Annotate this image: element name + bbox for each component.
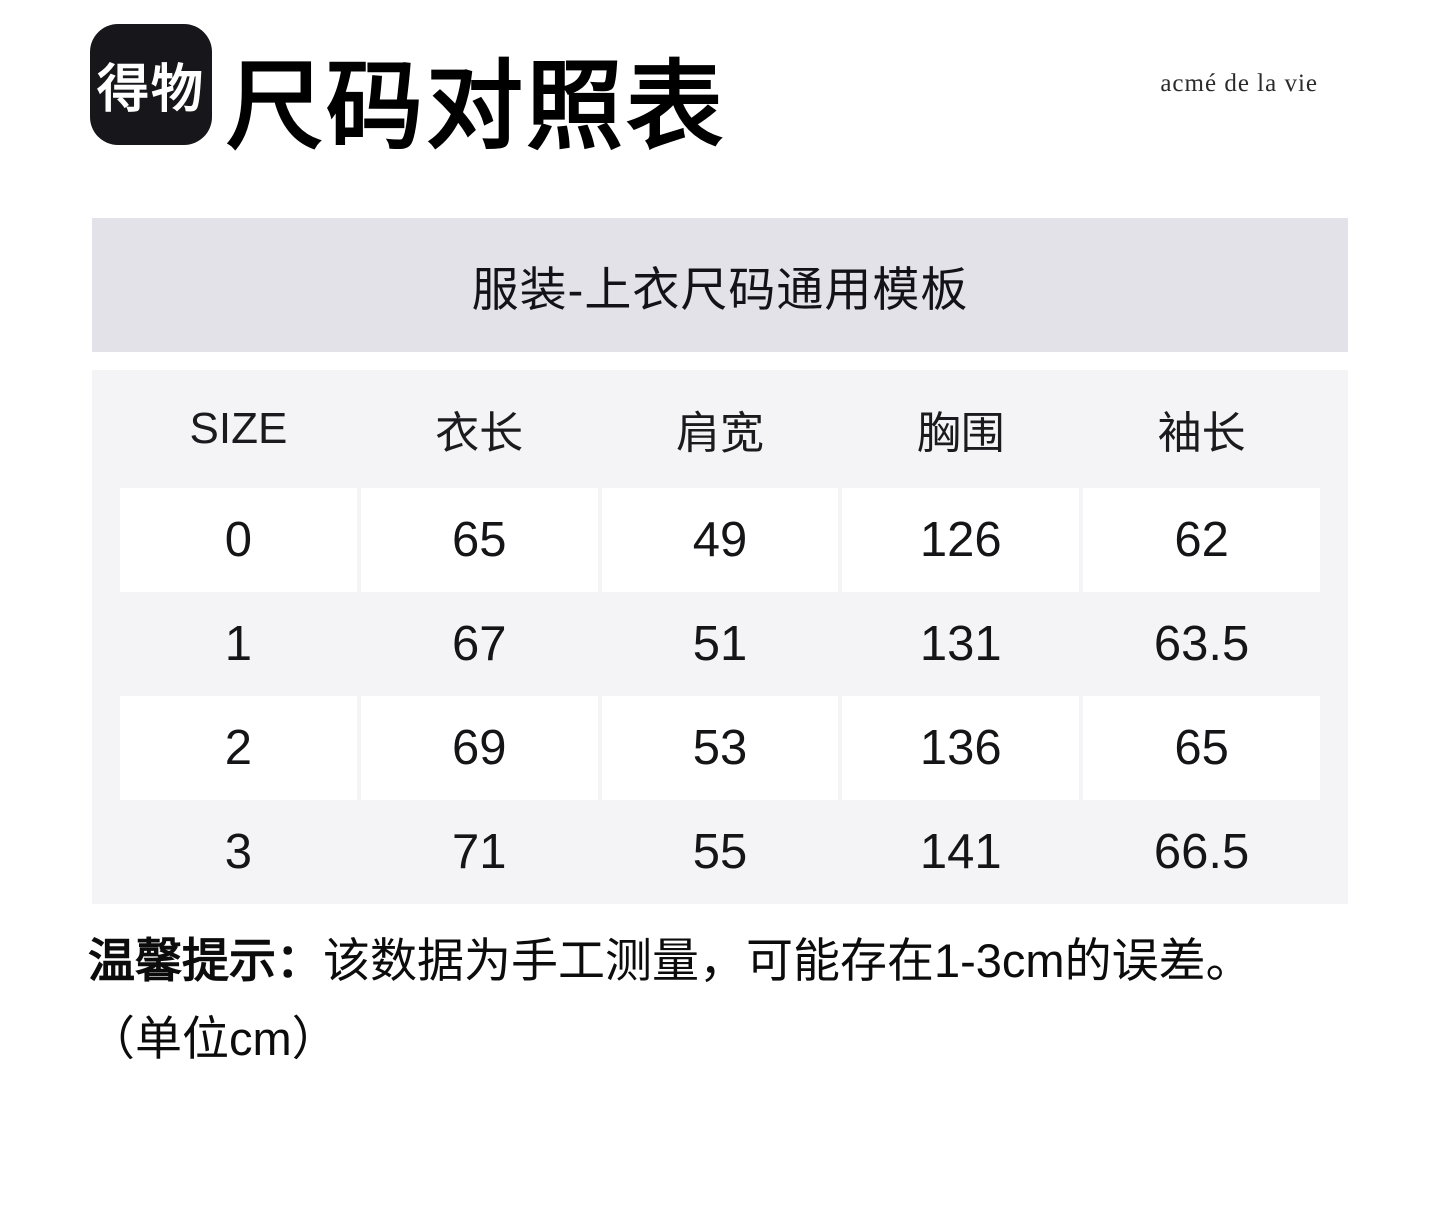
cell-length: 69 bbox=[360, 696, 598, 800]
cell-size: 1 bbox=[224, 617, 253, 671]
cell-length: 71 bbox=[451, 825, 507, 879]
page-title: 尺码对照表 bbox=[226, 52, 726, 161]
cell-chest: 141 bbox=[919, 825, 1002, 879]
cell-size: 0 bbox=[120, 488, 357, 592]
disclaimer-label: 温馨提示： bbox=[88, 934, 323, 987]
size-chart-table: SIZE 衣长 肩宽 胸围 袖长 0 65 49 126 62 1 67 51 … bbox=[92, 370, 1348, 904]
cell-sleeve: 62 bbox=[1083, 488, 1320, 592]
cell-length: 65 bbox=[360, 488, 598, 592]
disclaimer-line1: 温馨提示：该数据为手工测量，可能存在1-3cm的误差。 bbox=[88, 922, 1388, 1000]
col-header-shoulder: 肩宽 bbox=[675, 409, 764, 458]
cell-sleeve: 66.5 bbox=[1153, 825, 1250, 879]
cell-size: 2 bbox=[120, 696, 357, 800]
col-header-size: SIZE bbox=[189, 404, 288, 453]
disclaimer-note: 温馨提示：该数据为手工测量，可能存在1-3cm的误差。 （单位cm） bbox=[88, 922, 1388, 1078]
dewu-logo-text: 得物 bbox=[96, 61, 205, 119]
table-header-row: SIZE 衣长 肩宽 胸围 袖长 bbox=[120, 370, 1320, 488]
cell-shoulder: 55 bbox=[692, 825, 748, 879]
cell-shoulder: 53 bbox=[601, 696, 839, 800]
disclaimer-text: 该数据为手工测量，可能存在1-3cm的误差。 bbox=[323, 934, 1253, 987]
disclaimer-line2: （单位cm） bbox=[88, 1012, 339, 1065]
table-row: 1 67 51 131 63.5 bbox=[120, 592, 1320, 696]
cell-sleeve: 63.5 bbox=[1153, 617, 1250, 671]
table-row: 3 71 55 141 66.5 bbox=[120, 800, 1320, 904]
col-header-length: 衣长 bbox=[435, 409, 524, 458]
template-banner: 服装-上衣尺码通用模板 bbox=[92, 218, 1348, 352]
cell-chest: 136 bbox=[842, 696, 1080, 800]
brand-name: acmé de la vie bbox=[1160, 70, 1318, 97]
cell-chest: 126 bbox=[842, 488, 1080, 592]
dewu-logo: 得物 bbox=[90, 24, 212, 145]
col-header-sleeve: 袖长 bbox=[1157, 409, 1246, 458]
cell-length: 67 bbox=[451, 617, 507, 671]
template-banner-title: 服装-上衣尺码通用模板 bbox=[471, 262, 969, 316]
table-row: 0 65 49 126 62 bbox=[120, 488, 1320, 592]
col-header-chest: 胸围 bbox=[916, 409, 1005, 458]
cell-size: 3 bbox=[224, 825, 253, 879]
table-row: 2 69 53 136 65 bbox=[120, 696, 1320, 800]
cell-sleeve: 65 bbox=[1083, 696, 1320, 800]
cell-shoulder: 51 bbox=[692, 617, 748, 671]
cell-shoulder: 49 bbox=[601, 488, 839, 592]
cell-chest: 131 bbox=[919, 617, 1002, 671]
